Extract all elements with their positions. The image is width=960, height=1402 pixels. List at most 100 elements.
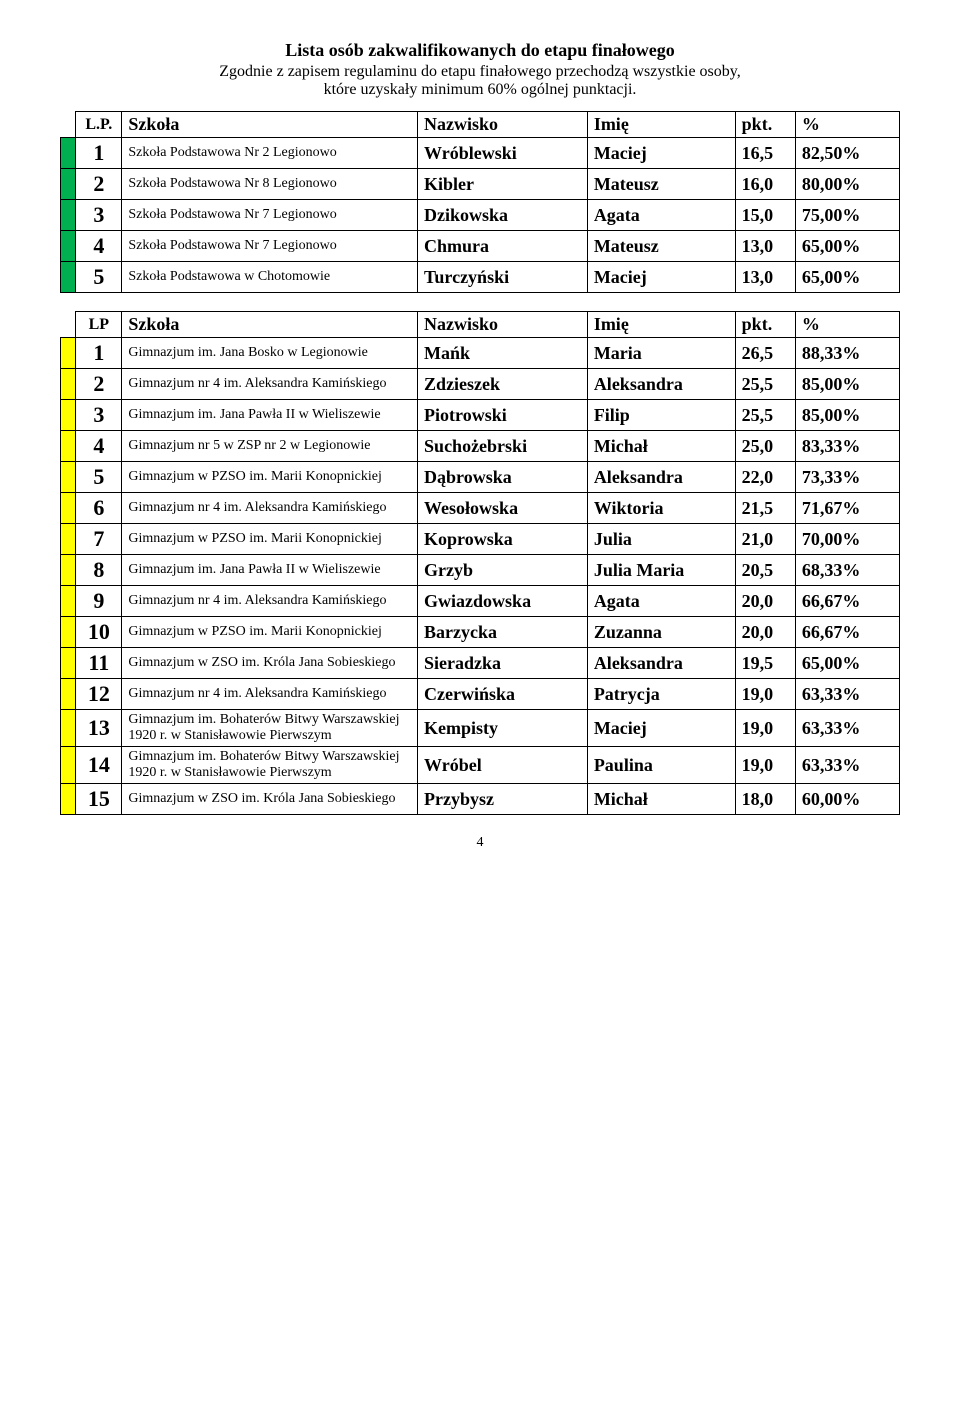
row-marker [61,138,76,169]
row-name: Aleksandra [587,648,735,679]
row-pct: 73,33% [795,462,899,493]
row-surname: Suchożebrski [418,431,588,462]
row-pkt: 20,0 [735,617,795,648]
row-rank: 15 [76,784,122,815]
row-name: Agata [587,200,735,231]
row-rank: 8 [76,555,122,586]
row-pkt: 25,0 [735,431,795,462]
row-name: Agata [587,586,735,617]
table-row: 4Gimnazjum nr 5 w ZSP nr 2 w LegionowieS… [61,431,900,462]
header-pkt: pkt. [735,112,795,138]
row-pct: 85,00% [795,369,899,400]
row-surname: Dąbrowska [418,462,588,493]
row-surname: Wróbel [418,747,588,784]
row-rank: 2 [76,169,122,200]
row-name: Filip [587,400,735,431]
row-school: Szkoła Podstawowa Nr 7 Legionowo [122,200,418,231]
row-pct: 63,33% [795,679,899,710]
row-pct: 75,00% [795,200,899,231]
table-header-row: LPSzkołaNazwiskoImiępkt.% [61,312,900,338]
row-name: Julia Maria [587,555,735,586]
row-name: Mateusz [587,231,735,262]
row-pkt: 20,5 [735,555,795,586]
row-pct: 63,33% [795,710,899,747]
page-number: 4 [60,835,900,851]
table-row: 9Gimnazjum nr 4 im. Aleksandra Kamińskie… [61,586,900,617]
row-rank: 12 [76,679,122,710]
row-marker [61,555,76,586]
row-pct: 85,00% [795,400,899,431]
row-pct: 65,00% [795,648,899,679]
row-pct: 66,67% [795,586,899,617]
row-name: Maria [587,338,735,369]
table-gimnazjum: LPSzkołaNazwiskoImiępkt.%1Gimnazjum im. … [60,311,900,815]
table-row: 5Szkoła Podstawowa w ChotomowieTurczyńsk… [61,262,900,293]
row-pkt: 16,5 [735,138,795,169]
row-pkt: 21,5 [735,493,795,524]
row-rank: 1 [76,338,122,369]
row-name: Julia [587,524,735,555]
row-pkt: 19,0 [735,679,795,710]
row-school: Gimnazjum im. Jana Bosko w Legionowie [122,338,418,369]
row-school: Gimnazjum w PZSO im. Marii Konopnickiej [122,617,418,648]
row-surname: Kempisty [418,710,588,747]
row-rank: 13 [76,710,122,747]
row-school: Gimnazjum nr 4 im. Aleksandra Kamińskieg… [122,586,418,617]
table-row: 1Gimnazjum im. Jana Bosko w LegionowieMa… [61,338,900,369]
row-pkt: 19,5 [735,648,795,679]
row-marker [61,747,76,784]
row-surname: Przybysz [418,784,588,815]
row-marker [61,617,76,648]
row-name: Aleksandra [587,462,735,493]
header-surname: Nazwisko [418,312,588,338]
row-school: Gimnazjum im. Bohaterów Bitwy Warszawski… [122,747,418,784]
table-row: 7Gimnazjum w PZSO im. Marii Konopnickiej… [61,524,900,555]
row-marker [61,493,76,524]
row-school: Gimnazjum nr 4 im. Aleksandra Kamińskieg… [122,493,418,524]
row-rank: 1 [76,138,122,169]
row-pkt: 26,5 [735,338,795,369]
row-pct: 60,00% [795,784,899,815]
row-marker [61,679,76,710]
row-surname: Koprowska [418,524,588,555]
header-pkt: pkt. [735,312,795,338]
row-pct: 88,33% [795,338,899,369]
row-pct: 65,00% [795,262,899,293]
row-surname: Mańk [418,338,588,369]
row-marker [61,462,76,493]
page-subtitle-2: które uzyskały minimum 60% ogólnej punkt… [60,81,900,99]
table-row: 10Gimnazjum w PZSO im. Marii Konopnickie… [61,617,900,648]
row-surname: Turczyński [418,262,588,293]
row-rank: 11 [76,648,122,679]
row-name: Aleksandra [587,369,735,400]
row-surname: Czerwińska [418,679,588,710]
row-marker [61,369,76,400]
table-row: 4Szkoła Podstawowa Nr 7 LegionowoChmuraM… [61,231,900,262]
row-pct: 65,00% [795,231,899,262]
table-row: 3Szkoła Podstawowa Nr 7 LegionowoDzikows… [61,200,900,231]
table-row: 8Gimnazjum im. Jana Pawła II w Wieliszew… [61,555,900,586]
row-school: Gimnazjum w PZSO im. Marii Konopnickiej [122,462,418,493]
header-pct: % [795,112,899,138]
row-school: Szkoła Podstawowa Nr 7 Legionowo [122,231,418,262]
row-name: Paulina [587,747,735,784]
row-marker [61,262,76,293]
row-marker [61,710,76,747]
table-primary: L.P.SzkołaNazwiskoImiępkt.%1Szkoła Podst… [60,111,900,293]
row-pkt: 13,0 [735,262,795,293]
header-pct: % [795,312,899,338]
row-pct: 68,33% [795,555,899,586]
row-name: Maciej [587,262,735,293]
row-rank: 7 [76,524,122,555]
row-pkt: 20,0 [735,586,795,617]
table-row: 11Gimnazjum w ZSO im. Króla Jana Sobiesk… [61,648,900,679]
row-marker [61,784,76,815]
row-name: Maciej [587,710,735,747]
row-marker [61,200,76,231]
row-pct: 70,00% [795,524,899,555]
header-name: Imię [587,312,735,338]
row-surname: Barzycka [418,617,588,648]
row-pkt: 18,0 [735,784,795,815]
row-rank: 5 [76,462,122,493]
row-rank: 2 [76,369,122,400]
